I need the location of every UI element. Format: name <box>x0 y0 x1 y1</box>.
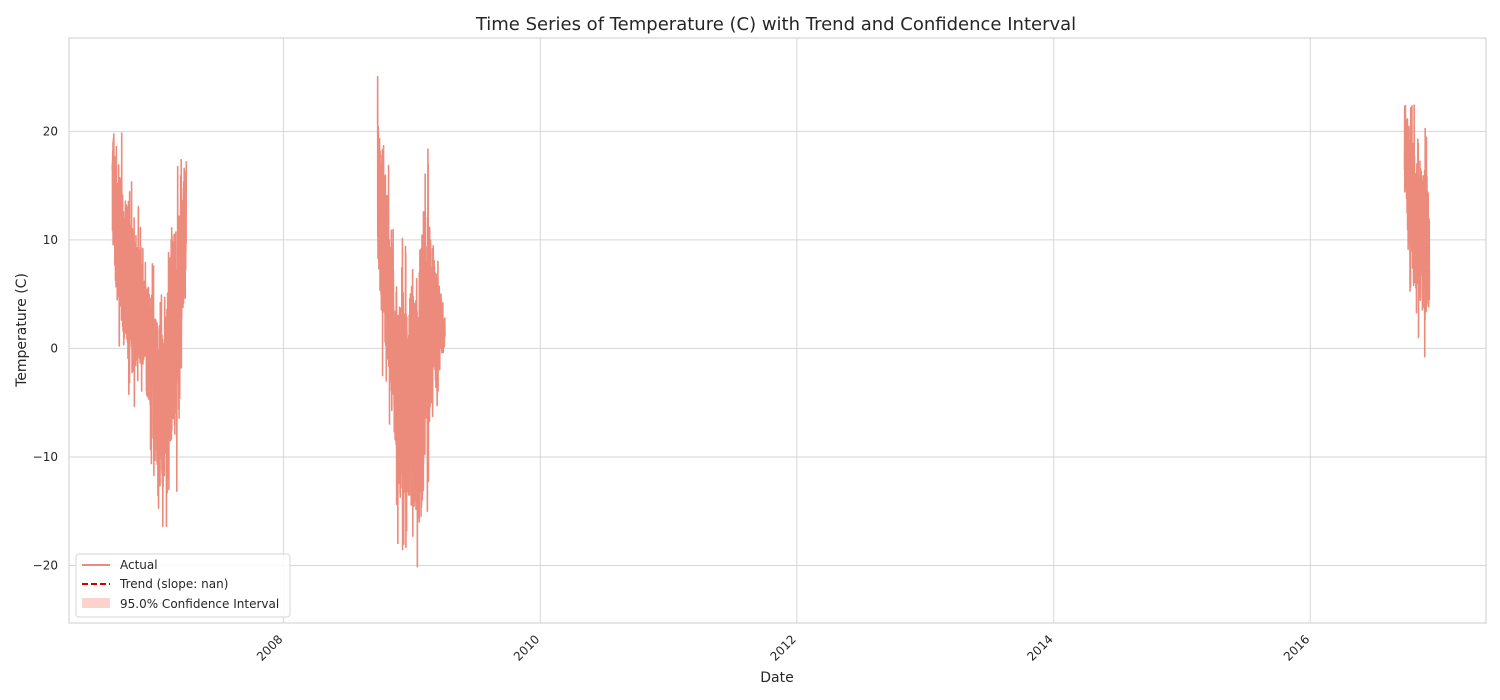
x-tick-label: 2016 <box>1281 632 1312 663</box>
actual-series-line <box>1403 104 1431 358</box>
legend-ci-swatch <box>82 598 110 608</box>
legend-box <box>75 553 291 618</box>
x-tick-label: 2008 <box>254 632 285 663</box>
actual-series-line <box>111 132 188 528</box>
x-axis-label: Date <box>760 670 793 686</box>
y-tick-labels: −20 −10 0 10 20 <box>33 124 58 572</box>
y-tick-label: 0 <box>50 341 58 355</box>
actual-series-line <box>376 75 446 568</box>
plot-area <box>69 38 1486 623</box>
x-tick-label: 2012 <box>767 632 798 663</box>
legend-ci-label: 95.0% Confidence Interval <box>120 597 279 611</box>
x-tick-labels: 2008 2010 2012 2014 2016 <box>254 632 1312 663</box>
legend-trend-label: Trend (slope: nan) <box>119 577 228 591</box>
y-tick-label: 20 <box>43 124 58 138</box>
x-tick-label: 2014 <box>1024 632 1055 663</box>
series-actual <box>111 75 1431 568</box>
legend: Actual Trend (slope: nan) 95.0% Confiden… <box>75 553 291 618</box>
legend-actual-label: Actual <box>120 558 158 572</box>
chart-title: Time Series of Temperature (C) with Tren… <box>475 14 1076 35</box>
x-tick-label: 2010 <box>511 632 542 663</box>
plot-frame <box>68 37 1487 624</box>
y-axis-label: Temperature (C) <box>14 273 30 388</box>
y-tick-label: −20 <box>33 558 58 572</box>
y-tick-label: 10 <box>43 233 58 247</box>
grid-lines <box>69 38 1486 623</box>
y-tick-label: −10 <box>33 450 58 464</box>
